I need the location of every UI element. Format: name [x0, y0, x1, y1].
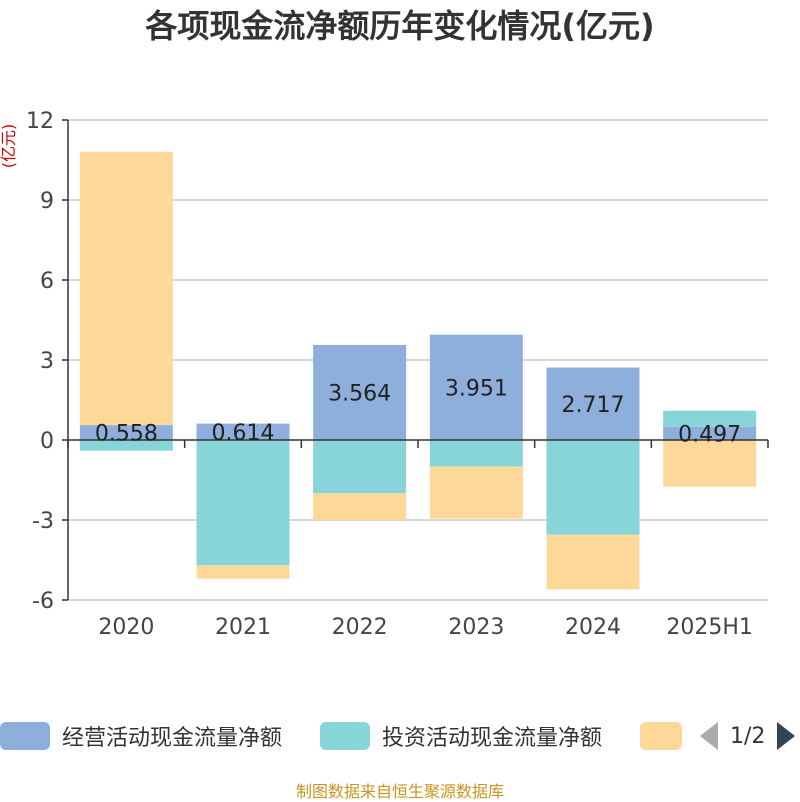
legend-swatch-operating: [0, 722, 50, 750]
legend-page-indicator: 1/2: [730, 723, 766, 749]
data-label: 0.497: [678, 422, 741, 447]
y-tick-label: -6: [32, 589, 54, 614]
bar-2-2025H1: [663, 410, 757, 427]
previous-page-icon[interactable]: [700, 722, 718, 750]
bars: [79, 151, 757, 590]
bar-3-2023: [429, 466, 523, 519]
legend-label-operating: 经营活动现金流量净额: [62, 726, 283, 751]
bar-3-2022: [313, 493, 407, 520]
y-tick-label: 0: [40, 429, 54, 454]
bar-3-2025H1: [663, 440, 757, 487]
data-label: 3.951: [445, 376, 508, 401]
data-label: 2.717: [562, 393, 625, 418]
x-tick-label: 2020: [98, 615, 154, 640]
bar-1-2021: [196, 423, 290, 440]
cash-flow-chart: 12 9 6 3 0 -3 -6 2020 2021 2022 2023 2024 2025H1 0.5…: [0, 109, 769, 640]
x-tick-label: 2021: [215, 615, 271, 640]
data-label: 0.558: [95, 422, 158, 447]
x-tick-label: 2025H1: [666, 615, 753, 640]
bar-2-2020: [79, 440, 173, 451]
legend-item-operating[interactable]: 经营活动现金流量净额: [0, 716, 282, 756]
legend-label-investing: 投资活动现金流量净额: [382, 726, 603, 751]
bar-2-2022: [313, 440, 407, 494]
legend-item-investing[interactable]: 投资活动现金流量净额: [320, 716, 602, 756]
bar-3-2021: [196, 565, 290, 579]
x-tick-label: 2022: [332, 615, 388, 640]
bar-1-2022: [313, 344, 407, 440]
bar-3-2024: [546, 534, 640, 590]
bar-1-2024: [546, 367, 640, 440]
chart-title: 各项现金流净额历年变化情况(亿元): [145, 7, 655, 45]
legend: 经营活动现金流量净额 投资活动现金流量净额: [0, 716, 800, 756]
legend-item-third[interactable]: [640, 716, 682, 756]
y-tick-label: 12: [26, 109, 54, 134]
y-axis-unit-label: (亿元): [0, 124, 18, 169]
x-tick-label: 2024: [565, 615, 621, 640]
data-source-note: 制图数据来自恒生聚源数据库: [295, 782, 504, 801]
bar-3-2020: [79, 151, 173, 426]
grid-lines: [68, 119, 768, 601]
data-labels: 0.558 0.614 3.564 3.951 2.717 0.497: [95, 376, 741, 447]
bar-2-2021: [196, 440, 290, 566]
legend-pager: 1/2: [700, 716, 796, 756]
legend-swatch-investing: [320, 722, 370, 750]
y-tick-label: 6: [40, 269, 54, 294]
legend-swatch-third: [640, 722, 682, 750]
bar-1-2020: [79, 425, 173, 440]
bar-2-2023: [429, 440, 523, 467]
data-label: 3.564: [328, 381, 391, 406]
bar-1-2025H1: [663, 426, 757, 440]
bar-2-2024: [546, 440, 640, 535]
y-tick-label: -3: [32, 509, 54, 534]
x-tick-label: 2023: [448, 615, 504, 640]
bar-1-2023: [429, 334, 523, 440]
y-tick-label: 9: [40, 189, 54, 214]
next-page-icon[interactable]: [777, 722, 796, 750]
y-tick-label: 3: [40, 349, 54, 374]
axes: 12 9 6 3 0 -3 -6 2020 2021 2022 2023 2024 2025H1: [26, 109, 769, 640]
data-label: 0.614: [212, 421, 275, 446]
